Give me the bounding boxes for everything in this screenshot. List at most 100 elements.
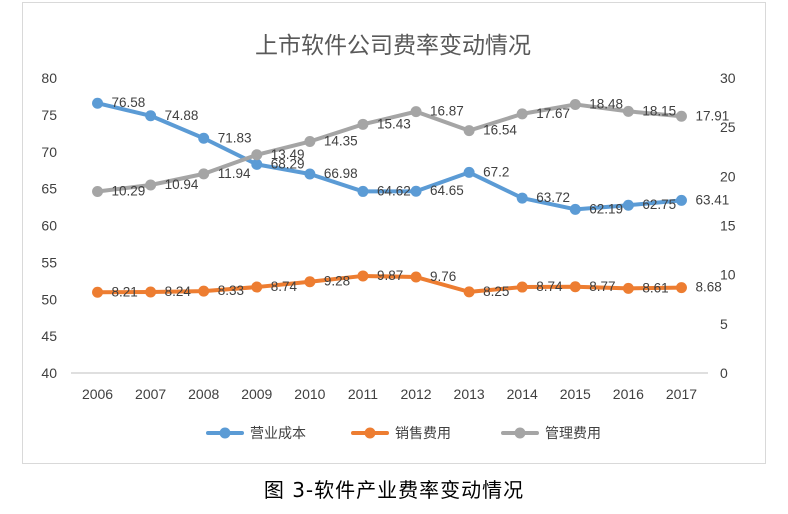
- legend-swatch-marker: [364, 427, 376, 439]
- series-1-point: [251, 281, 263, 293]
- chart-svg: 上市软件公司费率变动情况 2006 2007 2008 2009 2010 2011 201…: [41, 33, 735, 442]
- legend-entry-label: 销售费用: [395, 426, 451, 442]
- series-2-data-label: 15.43: [377, 116, 411, 131]
- series-0-data-label: 71.83: [218, 130, 252, 145]
- y-left-tick-label: 45: [41, 328, 57, 344]
- series-0-point: [410, 185, 422, 197]
- series-0-data-label: 64.62: [377, 183, 411, 198]
- chart-title: 上市软件公司费率变动情况: [255, 33, 531, 59]
- series-0-data-label: 66.98: [324, 166, 358, 181]
- series-2-data-label: 10.29: [112, 183, 146, 198]
- x-tick-label: 2007: [135, 386, 166, 402]
- series-1-data-label: 8.68: [695, 280, 721, 295]
- legend-entry-label: 管理费用: [545, 426, 601, 442]
- y-left-tick-label: 65: [41, 181, 57, 197]
- series-2-point: [675, 110, 687, 122]
- series-2-point: [569, 98, 581, 110]
- series-2-data-label: 14.35: [324, 134, 358, 149]
- x-tick-label: 2014: [507, 386, 538, 402]
- series-1-point: [463, 286, 475, 298]
- series-1-data-label: 8.24: [165, 284, 192, 299]
- y-left-tick-label: 80: [41, 70, 57, 86]
- series-1-point: [675, 282, 687, 294]
- y-right-tick-label: 30: [720, 70, 736, 86]
- series-1-point: [410, 271, 422, 283]
- y-right-tick-label: 10: [720, 267, 736, 283]
- series-0-point: [516, 192, 528, 204]
- series-0-point: [569, 203, 581, 215]
- series-line-0: [95, 101, 684, 212]
- series-0-data-label: 63.72: [536, 190, 570, 205]
- axes-layer: 2006 2007 2008 2009 2010 2011 2012 2013 2014 2015…: [41, 70, 735, 402]
- series-2-point: [410, 106, 422, 118]
- series-2-data-label: 16.54: [483, 123, 517, 138]
- series-1-point: [569, 281, 581, 293]
- series-1-data-label: 8.77: [589, 279, 615, 294]
- series-1-point: [357, 270, 369, 282]
- series-2-data-label: 17.91: [695, 108, 729, 123]
- series-0-data-label: 63.41: [695, 192, 729, 207]
- series-2-point: [357, 118, 369, 130]
- series-2-point: [463, 125, 475, 137]
- series-2-data-label: 18.48: [589, 96, 623, 111]
- series-0-point: [145, 110, 157, 122]
- y-left-tick-label: 40: [41, 365, 57, 381]
- series-2-data-label: 16.87: [430, 104, 464, 119]
- y-left-tick-label: 60: [41, 218, 57, 234]
- series-1-data-label: 8.74: [536, 279, 563, 294]
- series-0-data-label: 67.2: [483, 164, 509, 179]
- series-2-point: [198, 168, 210, 180]
- series-0-point: [198, 132, 210, 144]
- series-1-point: [92, 286, 104, 298]
- x-tick-label: 2009: [241, 386, 272, 402]
- series-0-point: [92, 97, 104, 109]
- series-1-data-label: 9.76: [430, 269, 456, 284]
- series-2-point: [92, 185, 104, 197]
- y-right-tick-label: 20: [720, 168, 736, 184]
- y-left-tick-label: 55: [41, 254, 57, 270]
- series-0-point: [675, 194, 687, 206]
- series-2-data-label: 11.94: [218, 166, 251, 181]
- series-1-point: [198, 285, 210, 297]
- series-0-point: [357, 185, 369, 197]
- series-0-point: [622, 199, 634, 211]
- series-1-point: [622, 282, 634, 294]
- chart-frame: 上市软件公司费率变动情况 2006 2007 2008 2009 2010 2011 201…: [22, 2, 766, 464]
- series-layer: [92, 97, 687, 298]
- x-tick-label: 2006: [82, 386, 113, 402]
- x-tick-label: 2010: [294, 386, 325, 402]
- series-1-data-label: 8.25: [483, 284, 509, 299]
- y-right-tick-label: 0: [720, 365, 728, 381]
- figure-caption: 图 3-软件产业费率变动情况: [263, 478, 525, 502]
- series-2-data-label: 13.49: [271, 147, 305, 162]
- series-0-data-label: 62.19: [589, 201, 623, 216]
- x-tick-label: 2008: [188, 386, 219, 402]
- series-0-data-label: 64.65: [430, 183, 464, 198]
- series-2-point: [622, 105, 634, 117]
- series-0-data-label: 62.75: [642, 197, 676, 212]
- series-2-data-label: 18.15: [642, 103, 676, 118]
- y-right-tick-label: 25: [720, 119, 736, 135]
- series-2-point: [516, 108, 528, 120]
- y-left-tick-label: 70: [41, 144, 57, 160]
- series-0-point: [304, 168, 316, 180]
- series-0-data-label: 68.29: [271, 156, 305, 171]
- series-2-data-label: 17.67: [536, 106, 570, 121]
- y-right-tick-label: 15: [720, 218, 736, 234]
- x-tick-label: 2017: [666, 386, 697, 402]
- series-1-point: [145, 286, 157, 298]
- x-tick-label: 2012: [400, 386, 431, 402]
- series-1-point: [516, 281, 528, 293]
- legend-swatch-marker: [219, 427, 231, 439]
- series-line-1: [95, 273, 684, 295]
- series-line-2: [95, 102, 684, 194]
- x-tick-label: 2013: [454, 386, 485, 402]
- series-2-point: [304, 136, 316, 148]
- x-tick-label: 2011: [348, 386, 378, 402]
- series-0-point: [251, 158, 263, 170]
- series-1-data-label: 9.87: [377, 268, 403, 283]
- legend: 营业成本 销售费用 管理费用: [206, 426, 601, 442]
- series-0-point: [463, 166, 475, 178]
- x-tick-label: 2015: [560, 386, 591, 402]
- labels-layer: 76.58 74.88 71.83 68.29 66.98 64.62 64.65 67.2 6…: [112, 95, 730, 299]
